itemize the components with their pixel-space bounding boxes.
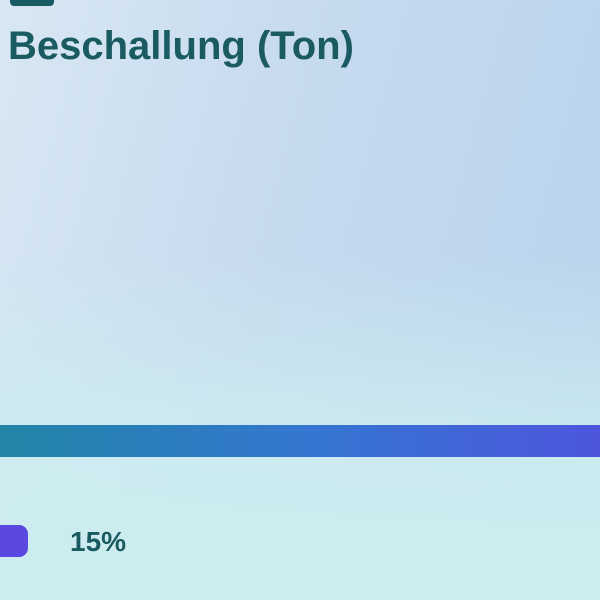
question-title: Beschallung (Ton) <box>8 24 354 68</box>
legend-percentage-label: 15% <box>70 526 127 557</box>
legend-swatch <box>0 525 28 557</box>
result-bar <box>0 425 600 457</box>
previous-item-swatch-remnant <box>10 0 54 6</box>
